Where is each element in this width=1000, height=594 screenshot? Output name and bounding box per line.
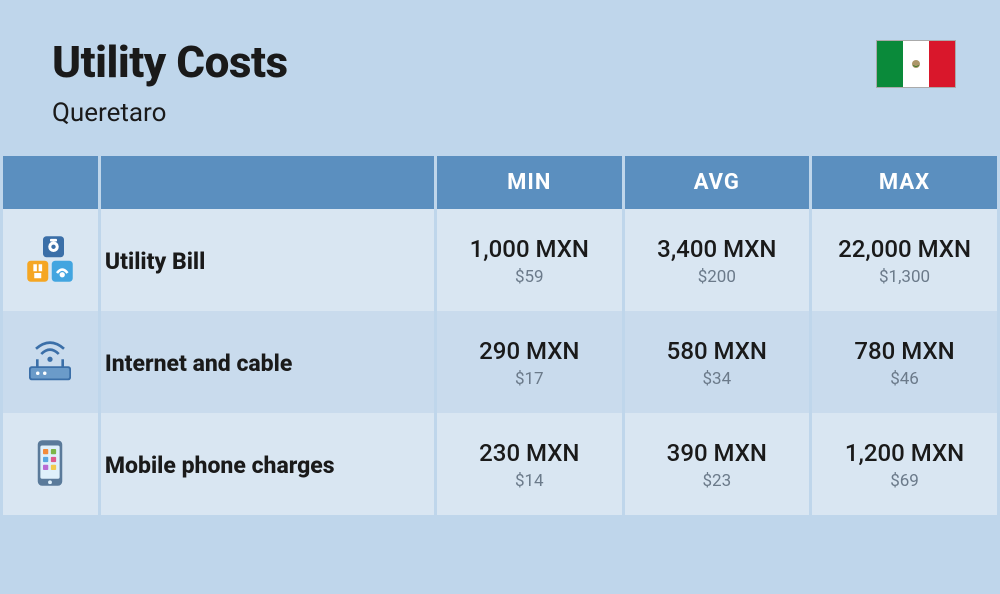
value-sub: $34 <box>625 369 810 389</box>
th-max: MAX <box>812 156 997 209</box>
cell-avg: 580 MXN $34 <box>625 311 810 413</box>
value-sub: $23 <box>625 471 810 491</box>
cell-max: 22,000 MXN $1,300 <box>812 209 997 311</box>
router-icon <box>22 333 78 389</box>
value-main: 780 MXN <box>812 337 997 365</box>
row-label: Utility Bill <box>101 209 434 311</box>
th-blank-icon <box>3 156 98 209</box>
th-min: MIN <box>437 156 622 209</box>
title-block: Utility Costs Queretaro <box>52 36 288 128</box>
value-sub: $200 <box>625 267 810 287</box>
value-main: 580 MXN <box>625 337 810 365</box>
table-row: Utility Bill 1,000 MXN $59 3,400 MXN $20… <box>3 209 997 311</box>
row-label: Mobile phone charges <box>101 413 434 515</box>
row-label: Internet and cable <box>101 311 434 413</box>
cell-max: 1,200 MXN $69 <box>812 413 997 515</box>
page-subtitle: Queretaro <box>52 98 288 128</box>
value-sub: $17 <box>437 369 622 389</box>
value-main: 1,000 MXN <box>437 235 622 263</box>
cell-avg: 3,400 MXN $200 <box>625 209 810 311</box>
value-main: 22,000 MXN <box>812 235 997 263</box>
phone-icon <box>22 435 78 491</box>
table-row: Mobile phone charges 230 MXN $14 390 MXN… <box>3 413 997 515</box>
value-sub: $59 <box>437 267 622 287</box>
th-avg: AVG <box>625 156 810 209</box>
value-main: 3,400 MXN <box>625 235 810 263</box>
cell-min: 230 MXN $14 <box>437 413 622 515</box>
flag-stripe-red <box>929 41 955 87</box>
value-sub: $69 <box>812 471 997 491</box>
mexico-flag-icon <box>876 40 956 88</box>
row-icon-cell <box>3 209 98 311</box>
value-sub: $46 <box>812 369 997 389</box>
cell-max: 780 MXN $46 <box>812 311 997 413</box>
value-main: 390 MXN <box>625 439 810 467</box>
table-row: Internet and cable 290 MXN $17 580 MXN $… <box>3 311 997 413</box>
row-icon-cell <box>3 413 98 515</box>
cell-min: 1,000 MXN $59 <box>437 209 622 311</box>
costs-table: MIN AVG MAX <box>0 156 1000 515</box>
value-main: 290 MXN <box>437 337 622 365</box>
th-blank-label <box>101 156 434 209</box>
table-header-row: MIN AVG MAX <box>3 156 997 209</box>
table-body: Utility Bill 1,000 MXN $59 3,400 MXN $20… <box>3 209 997 515</box>
cell-min: 290 MXN $17 <box>437 311 622 413</box>
value-sub: $1,300 <box>812 267 997 287</box>
value-main: 1,200 MXN <box>812 439 997 467</box>
utility-icon <box>22 231 78 287</box>
cell-avg: 390 MXN $23 <box>625 413 810 515</box>
infographic-container: Utility Costs Queretaro MIN AVG <box>0 0 1000 594</box>
header: Utility Costs Queretaro <box>0 0 1000 156</box>
flag-stripe-green <box>877 41 903 87</box>
row-icon-cell <box>3 311 98 413</box>
flag-stripe-white <box>903 41 929 87</box>
value-sub: $14 <box>437 471 622 491</box>
page-title: Utility Costs <box>52 36 288 88</box>
value-main: 230 MXN <box>437 439 622 467</box>
flag-emblem-icon <box>908 56 924 72</box>
